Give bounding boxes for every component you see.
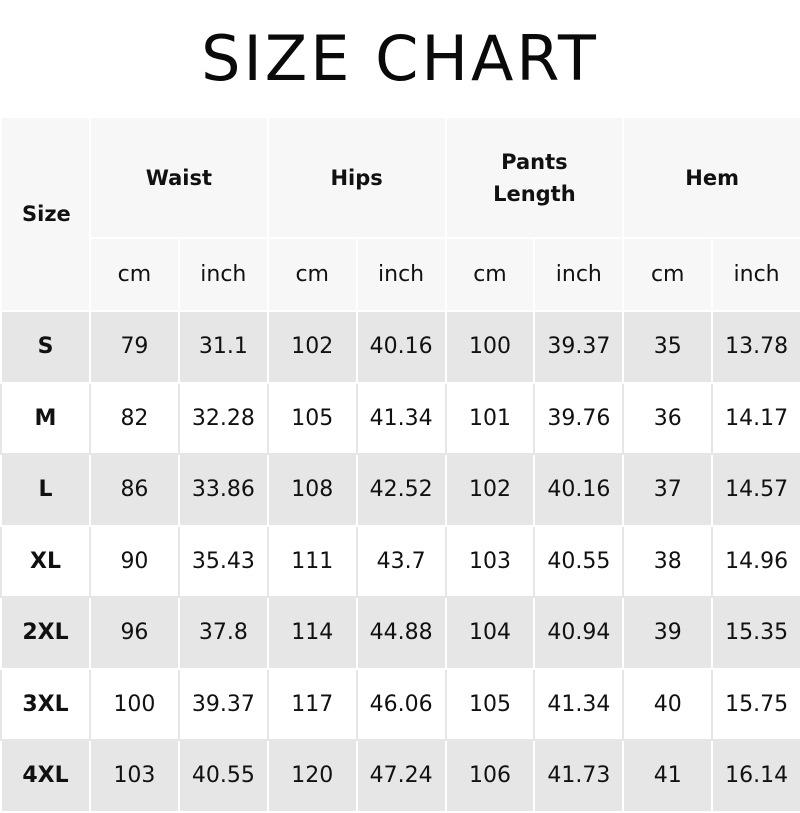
measurement-cell: 46.06 <box>355 667 447 741</box>
group-header-hips: Hips <box>266 116 447 239</box>
measurement-cell: 47.24 <box>355 739 447 813</box>
measurement-cell: 13.78 <box>711 310 800 384</box>
measurement-cell: 39.37 <box>533 310 625 384</box>
size-cell: L <box>0 453 91 527</box>
measurement-cell: 38 <box>622 524 714 598</box>
header-row-groups: Size Waist Hips Pants Length Hem <box>0 116 800 312</box>
measurement-cell: 32.28 <box>177 381 269 455</box>
page-title: SIZE CHART <box>201 21 599 95</box>
measurement-cell: 41 <box>622 739 714 813</box>
measurement-cell: 16.14 <box>711 739 800 813</box>
unit-header: cm <box>89 238 180 312</box>
measurement-cell: 90 <box>89 524 180 598</box>
measurement-cell: 14.17 <box>711 381 800 455</box>
measurement-cell: 100 <box>444 310 536 384</box>
group-header-hem: Hem <box>622 116 800 239</box>
measurement-cell: 102 <box>266 310 358 384</box>
measurement-cell: 33.86 <box>177 453 269 527</box>
unit-header: inch <box>177 238 269 312</box>
size-cell: M <box>0 381 91 455</box>
header-row-units: cm inch cm inch cm inch cm inch <box>1 238 800 312</box>
measurement-cell: 111 <box>266 524 358 598</box>
measurement-cell: 37 <box>622 453 714 527</box>
size-cell: 4XL <box>0 739 91 813</box>
measurement-cell: 35.43 <box>177 524 269 598</box>
size-cell: 3XL <box>0 667 91 741</box>
measurement-cell: 44.88 <box>355 596 447 670</box>
measurement-cell: 31.1 <box>177 310 269 384</box>
measurement-cell: 14.96 <box>711 524 800 598</box>
measurement-cell: 40.16 <box>533 453 625 527</box>
group-header-waist: Waist <box>89 116 269 239</box>
measurement-cell: 79 <box>89 310 180 384</box>
measurement-cell: 42.52 <box>355 453 447 527</box>
measurement-cell: 96 <box>89 596 180 670</box>
measurement-cell: 43.7 <box>355 524 447 598</box>
measurement-cell: 41.34 <box>533 667 625 741</box>
table-header: Size Waist Hips Pants Length Hem cm inch cm inch… <box>0 116 800 312</box>
size-chart-table: Size Waist Hips Pants Length Hem cm inch cm inch… <box>0 116 800 813</box>
table-row: 4XL 103 40.55 120 47.24 106 41.73 41 16.14 <box>0 739 800 813</box>
unit-header: inch <box>711 238 800 312</box>
measurement-cell: 40.55 <box>177 739 269 813</box>
measurement-cell: 102 <box>444 453 536 527</box>
table-row: XL 90 35.43 111 43.7 103 40.55 38 14.96 <box>0 524 800 598</box>
measurement-cell: 40.16 <box>355 310 447 384</box>
measurement-cell: 108 <box>266 453 358 527</box>
measurement-cell: 40.55 <box>533 524 625 598</box>
unit-header: cm <box>622 238 714 312</box>
measurement-cell: 15.35 <box>711 596 800 670</box>
size-cell: 2XL <box>0 596 91 670</box>
size-column-header: Size <box>0 116 91 312</box>
measurement-cell: 120 <box>266 739 358 813</box>
measurement-cell: 40 <box>622 667 714 741</box>
unit-header: inch <box>533 238 625 312</box>
measurement-cell: 117 <box>266 667 358 741</box>
measurement-cell: 39.76 <box>533 381 625 455</box>
measurement-cell: 39.37 <box>177 667 269 741</box>
size-cell: S <box>0 310 91 384</box>
unit-header: cm <box>444 238 536 312</box>
unit-header: inch <box>355 238 447 312</box>
measurement-cell: 105 <box>444 667 536 741</box>
table-row: L 86 33.86 108 42.52 102 40.16 37 14.57 <box>0 453 800 527</box>
measurement-cell: 82 <box>89 381 180 455</box>
table-row: S 79 31.1 102 40.16 100 39.37 35 13.78 <box>0 310 800 384</box>
table-body: S 79 31.1 102 40.16 100 39.37 35 13.78 M 82 32.28 10… <box>0 310 800 813</box>
measurement-cell: 114 <box>266 596 358 670</box>
measurement-cell: 15.75 <box>711 667 800 741</box>
measurement-cell: 101 <box>444 381 536 455</box>
measurement-cell: 103 <box>89 739 180 813</box>
measurement-cell: 86 <box>89 453 180 527</box>
size-cell: XL <box>0 524 91 598</box>
table-row: 2XL 96 37.8 114 44.88 104 40.94 39 15.35 <box>0 596 800 670</box>
measurement-cell: 36 <box>622 381 714 455</box>
measurement-cell: 104 <box>444 596 536 670</box>
measurement-cell: 35 <box>622 310 714 384</box>
measurement-cell: 103 <box>444 524 536 598</box>
measurement-cell: 41.34 <box>355 381 447 455</box>
measurement-cell: 37.8 <box>177 596 269 670</box>
measurement-cell: 14.57 <box>711 453 800 527</box>
measurement-cell: 40.94 <box>533 596 625 670</box>
measurement-cell: 100 <box>89 667 180 741</box>
unit-header: cm <box>266 238 358 312</box>
table-row: M 82 32.28 105 41.34 101 39.76 36 14.17 <box>0 381 800 455</box>
measurement-cell: 39 <box>622 596 714 670</box>
group-header-pants-length: Pants Length <box>444 116 625 239</box>
measurement-cell: 105 <box>266 381 358 455</box>
table-row: 3XL 100 39.37 117 46.06 105 41.34 40 15.75 <box>0 667 800 741</box>
measurement-cell: 41.73 <box>533 739 625 813</box>
measurement-cell: 106 <box>444 739 536 813</box>
